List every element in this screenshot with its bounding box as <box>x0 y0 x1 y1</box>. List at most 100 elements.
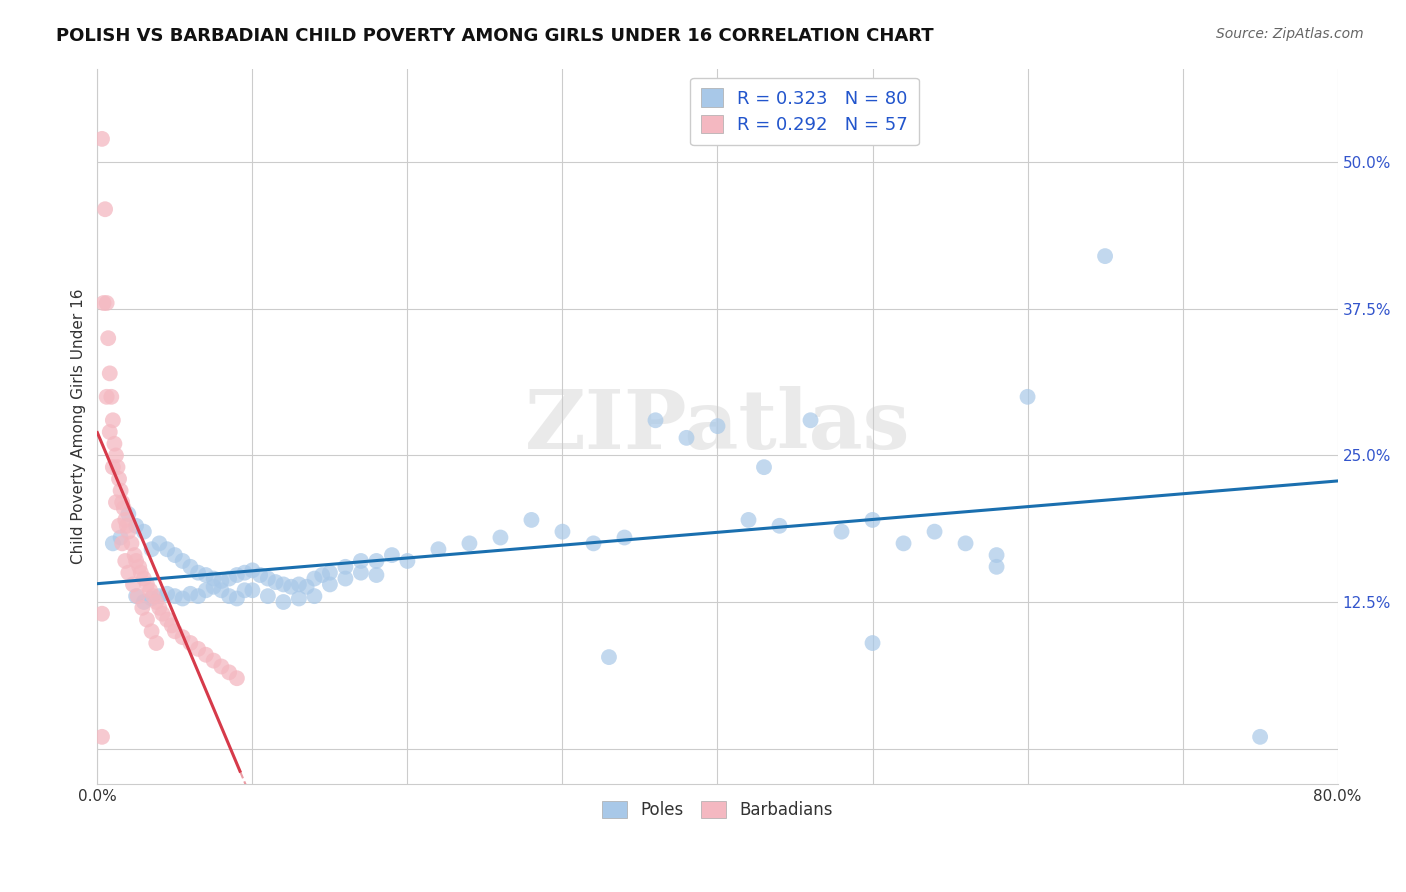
Point <box>148 536 170 550</box>
Point <box>156 613 179 627</box>
Point <box>257 589 280 603</box>
Point <box>551 524 574 539</box>
Point <box>91 607 114 621</box>
Point <box>179 587 201 601</box>
Point <box>148 600 170 615</box>
Point <box>141 542 163 557</box>
Point <box>152 607 174 621</box>
Point <box>98 425 121 439</box>
Point <box>127 589 149 603</box>
Point <box>955 536 977 550</box>
Point <box>187 641 209 656</box>
Point <box>862 636 884 650</box>
Point <box>233 583 256 598</box>
Point <box>129 566 152 580</box>
Point <box>148 589 170 603</box>
Point <box>209 583 232 598</box>
Point <box>242 563 264 577</box>
Point <box>194 583 217 598</box>
Point <box>295 580 318 594</box>
Point <box>280 580 302 594</box>
Point <box>924 524 946 539</box>
Point <box>194 568 217 582</box>
Point <box>125 589 148 603</box>
Point <box>111 536 134 550</box>
Point <box>125 554 148 568</box>
Point <box>706 419 728 434</box>
Point <box>122 577 145 591</box>
Point <box>202 654 225 668</box>
Point <box>319 566 342 580</box>
Point <box>986 559 1008 574</box>
Point <box>350 566 373 580</box>
Point <box>187 566 209 580</box>
Point <box>101 413 124 427</box>
Point <box>179 636 201 650</box>
Point <box>139 583 162 598</box>
Point <box>156 542 179 557</box>
Point <box>311 568 333 582</box>
Point <box>582 536 605 550</box>
Point <box>218 572 240 586</box>
Point <box>132 595 155 609</box>
Point <box>264 575 287 590</box>
Point <box>111 495 134 509</box>
Point <box>114 554 136 568</box>
Point <box>218 589 240 603</box>
Point <box>288 591 311 606</box>
Point <box>132 524 155 539</box>
Point <box>986 548 1008 562</box>
Point <box>257 572 280 586</box>
Point <box>117 524 139 539</box>
Y-axis label: Child Poverty Among Girls Under 16: Child Poverty Among Girls Under 16 <box>72 288 86 564</box>
Point <box>100 390 122 404</box>
Point <box>96 390 118 404</box>
Point <box>108 518 131 533</box>
Legend: Poles, Barbadians: Poles, Barbadians <box>596 794 839 825</box>
Point <box>104 449 127 463</box>
Point <box>752 460 775 475</box>
Point <box>381 548 404 562</box>
Point <box>93 296 115 310</box>
Point <box>304 572 326 586</box>
Point <box>91 132 114 146</box>
Point <box>520 513 543 527</box>
Point <box>831 524 853 539</box>
Point <box>101 460 124 475</box>
Point <box>112 501 135 516</box>
Point <box>163 624 186 639</box>
Point <box>233 566 256 580</box>
Point <box>335 559 357 574</box>
Point <box>273 595 295 609</box>
Point <box>489 531 512 545</box>
Point <box>187 589 209 603</box>
Point <box>115 518 138 533</box>
Text: Source: ZipAtlas.com: Source: ZipAtlas.com <box>1216 27 1364 41</box>
Point <box>288 577 311 591</box>
Point <box>225 591 247 606</box>
Point <box>136 577 159 591</box>
Point <box>131 600 153 615</box>
Point <box>117 566 139 580</box>
Point <box>145 595 167 609</box>
Point <box>91 730 114 744</box>
Point <box>172 630 194 644</box>
Point <box>273 577 295 591</box>
Point <box>96 296 118 310</box>
Point <box>209 659 232 673</box>
Point <box>893 536 915 550</box>
Point <box>1017 390 1039 404</box>
Point <box>160 618 183 632</box>
Point <box>107 460 129 475</box>
Point <box>125 518 148 533</box>
Point <box>427 542 450 557</box>
Point <box>225 568 247 582</box>
Point <box>366 554 388 568</box>
Point <box>1249 730 1271 744</box>
Point <box>366 568 388 582</box>
Point <box>598 650 620 665</box>
Point <box>768 518 790 533</box>
Point <box>675 431 697 445</box>
Point <box>136 613 159 627</box>
Point <box>110 483 132 498</box>
